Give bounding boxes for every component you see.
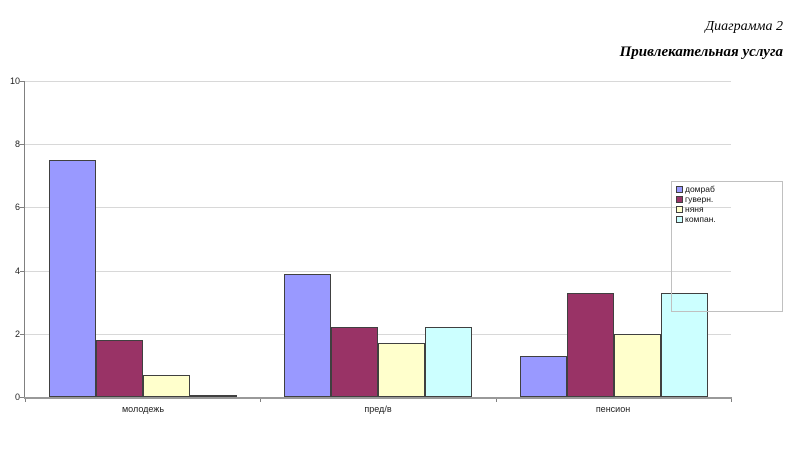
x-category-label: пенсион	[595, 404, 631, 414]
legend-label: няня	[685, 203, 704, 214]
y-tick-label: 2	[14, 329, 20, 339]
bar-няня-пред/в	[378, 343, 425, 397]
bar-няня-молодежь	[143, 375, 190, 397]
y-tick-label: 6	[14, 202, 20, 212]
y-tick-label: 8	[14, 139, 20, 149]
legend-swatch-icon	[676, 195, 683, 203]
y-tick-label: 4	[14, 266, 20, 276]
gridline-10	[25, 81, 731, 82]
y-tick-mark	[20, 207, 24, 208]
bar-компан.-пенсион	[661, 293, 708, 397]
legend-item-гуверн.: гуверн.	[676, 194, 782, 204]
bar-компан.-пред/в	[425, 327, 472, 397]
gridline-4	[25, 271, 731, 272]
x-axis-line	[24, 397, 732, 399]
x-tick-mark	[496, 399, 497, 402]
y-tick-mark	[20, 144, 24, 145]
y-tick-mark	[20, 334, 24, 335]
y-axis-line	[24, 81, 25, 399]
legend-label: домраб	[685, 183, 715, 194]
legend-item-домраб: домраб	[676, 184, 782, 194]
bar-гуверн.-молодежь	[96, 340, 143, 397]
bar-домраб-пенсион	[520, 356, 567, 397]
legend-label: компан.	[685, 213, 716, 224]
gridline-8	[25, 144, 731, 145]
x-tick-mark	[260, 399, 261, 402]
legend-swatch-icon	[676, 215, 683, 223]
bar-няня-пенсион	[614, 334, 661, 397]
y-tick-mark	[20, 397, 24, 398]
y-tick-label: 0	[14, 392, 20, 402]
bar-домраб-молодежь	[49, 160, 96, 397]
x-category-label: пред/в	[364, 404, 392, 414]
legend-swatch-icon	[676, 185, 683, 193]
x-tick-mark	[731, 399, 732, 402]
bar-компан.-молодежь	[190, 395, 237, 397]
x-category-label: молодежь	[121, 404, 165, 414]
y-tick-label: 10	[9, 76, 20, 86]
legend-item-компан.: компан.	[676, 214, 782, 224]
chart-title: Привлекательная услуга	[619, 44, 783, 60]
chart-caption: Диаграмма 2	[705, 19, 783, 34]
bar-домраб-пред/в	[284, 274, 331, 397]
gridline-2	[25, 334, 731, 335]
legend: домраб гуверн. няня компан.	[671, 181, 783, 312]
legend-item-няня: няня	[676, 204, 782, 214]
chart-header: Диаграмма 2 Привлекательная услуга	[620, 19, 783, 61]
x-tick-mark	[25, 399, 26, 402]
bar-гуверн.-пред/в	[331, 327, 378, 397]
gridline-6	[25, 207, 731, 208]
bar-гуверн.-пенсион	[567, 293, 614, 397]
y-tick-mark	[20, 271, 24, 272]
legend-label: гуверн.	[685, 193, 714, 204]
legend-swatch-icon	[676, 205, 683, 213]
y-tick-mark	[20, 81, 24, 82]
